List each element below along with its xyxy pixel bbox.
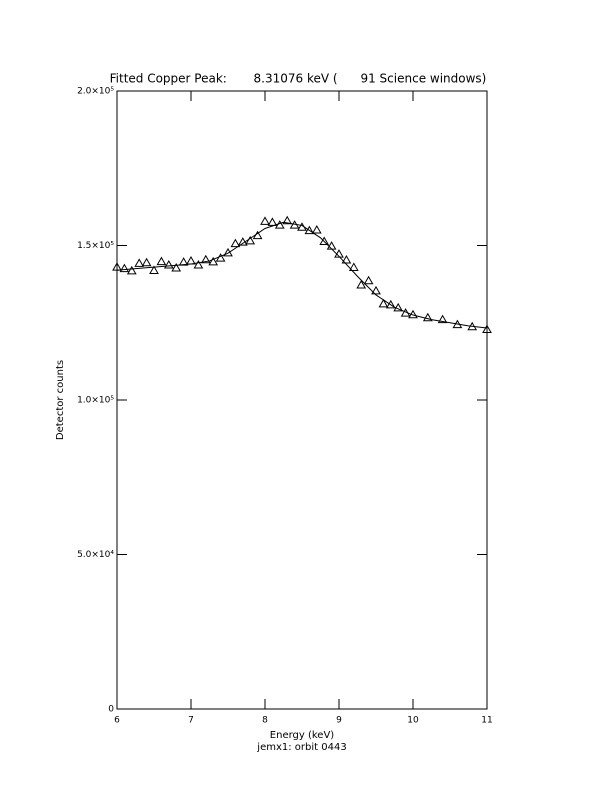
data-point bbox=[319, 236, 330, 245]
data-point bbox=[356, 280, 367, 289]
data-point bbox=[230, 238, 241, 248]
data-point bbox=[245, 235, 256, 245]
data-point bbox=[371, 285, 381, 295]
data-point bbox=[304, 225, 315, 235]
x-tick-label: 11 bbox=[481, 716, 492, 726]
data-point bbox=[156, 256, 167, 266]
data-point bbox=[385, 299, 396, 309]
data-point bbox=[437, 314, 448, 324]
data-point bbox=[363, 275, 374, 285]
data-point bbox=[341, 255, 352, 264]
data-point bbox=[378, 298, 389, 308]
data-point bbox=[208, 256, 219, 266]
data-point bbox=[482, 324, 492, 334]
data-point bbox=[282, 215, 293, 225]
x-axis-label: Energy (keV) bbox=[270, 730, 335, 741]
chart-title: Fitted Copper Peak: 8.31076 keV ( 91 Sci… bbox=[110, 72, 487, 86]
data-point bbox=[422, 312, 433, 322]
y-tick-label: 1.0×10⁵ bbox=[77, 396, 114, 406]
x-tick-label: 10 bbox=[407, 716, 419, 726]
x-tick-label: 9 bbox=[336, 716, 342, 726]
y-tick-label: 1.5×10⁵ bbox=[77, 241, 114, 251]
data-point bbox=[171, 263, 182, 272]
y-tick-label: 2.0×10⁵ bbox=[77, 87, 114, 97]
data-point bbox=[163, 259, 174, 269]
data-point bbox=[267, 217, 278, 226]
y-axis-label: Detector counts bbox=[55, 360, 66, 440]
y-tick-label: 5.0×10⁴ bbox=[77, 550, 114, 560]
data-point bbox=[178, 257, 189, 266]
data-point bbox=[126, 265, 137, 275]
data-point bbox=[119, 263, 130, 273]
x-tick-label: 8 bbox=[262, 716, 268, 726]
fit-line bbox=[116, 221, 488, 329]
subtitle: jemx1: orbit 0443 bbox=[256, 742, 346, 753]
x-tick-label: 7 bbox=[188, 716, 194, 726]
data-point bbox=[200, 254, 211, 264]
data-point bbox=[393, 302, 404, 312]
data-point bbox=[141, 257, 152, 267]
data-point bbox=[134, 258, 145, 267]
data-point bbox=[260, 216, 270, 225]
y-tick-label: 0 bbox=[108, 705, 114, 715]
data-point bbox=[193, 259, 204, 269]
data-point bbox=[311, 225, 322, 234]
x-tick-label: 6 bbox=[114, 716, 120, 726]
data-point bbox=[149, 265, 159, 275]
data-point bbox=[348, 262, 359, 271]
